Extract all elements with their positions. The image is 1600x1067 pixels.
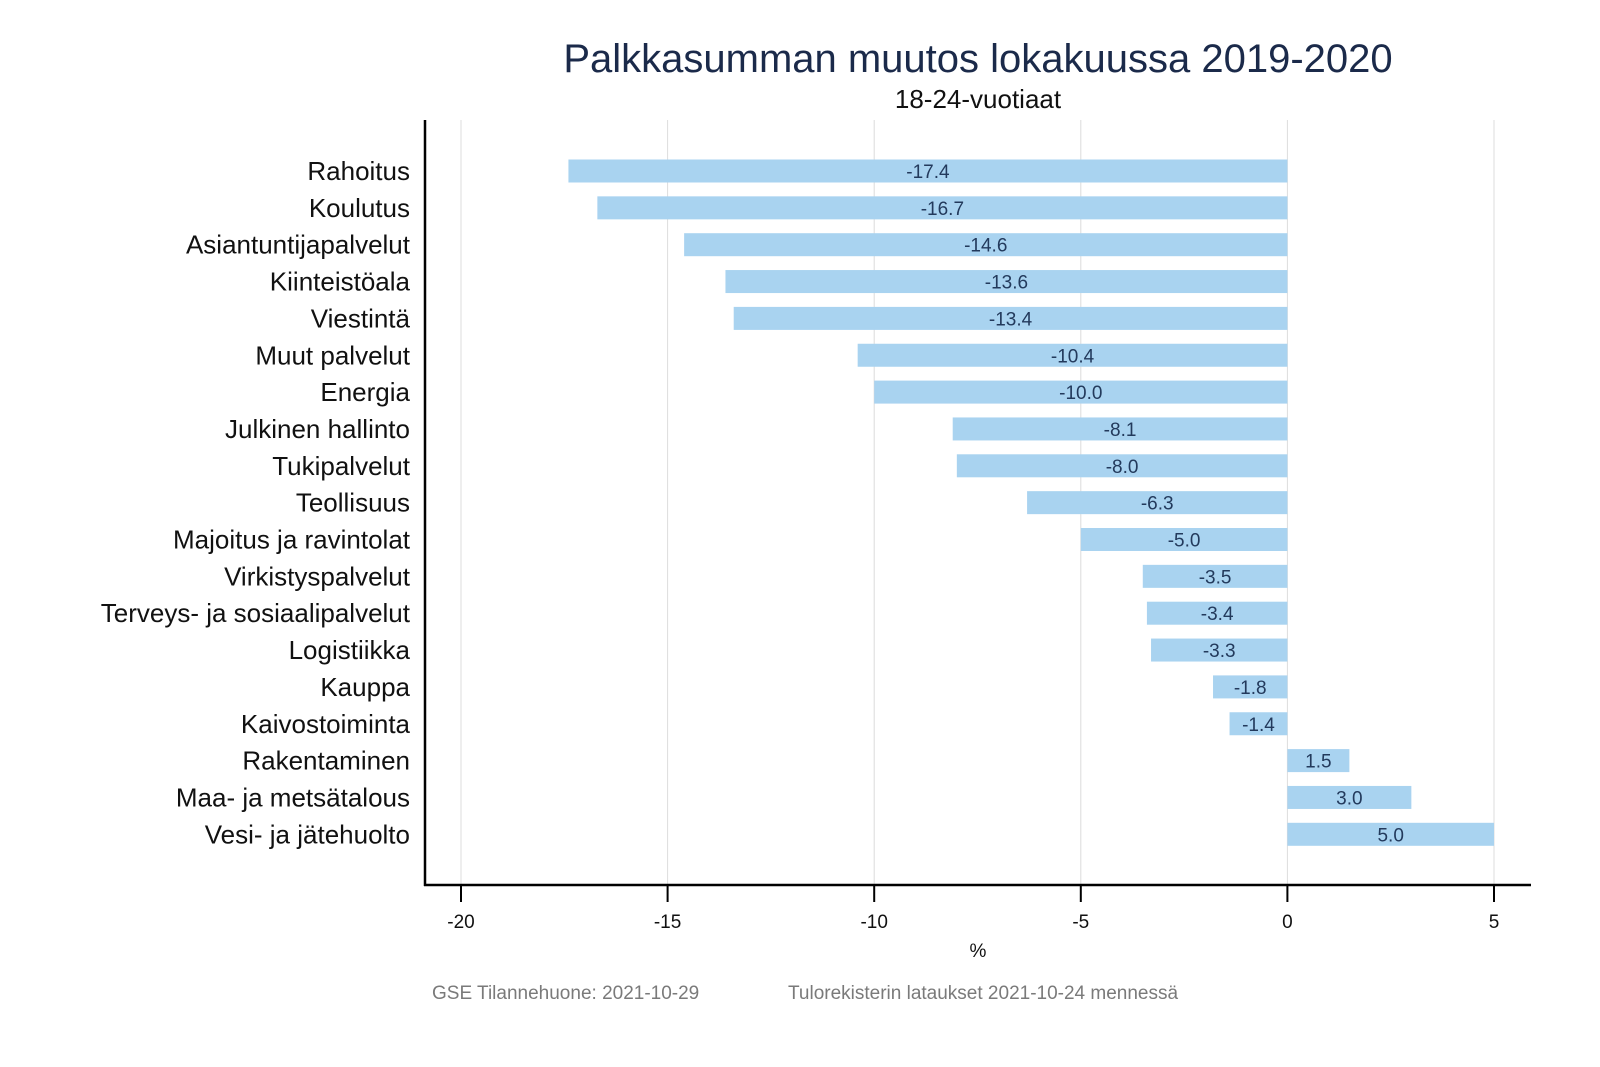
bar (733, 306, 1288, 330)
bar-value-label: -1.8 (1234, 678, 1267, 699)
bar-value-label: -5.0 (1168, 531, 1201, 552)
category-label: Virkistyspalvelut (224, 561, 411, 591)
x-tick-label: -20 (447, 912, 474, 933)
footer-source: GSE Tilannehuone: 2021-10-29 (432, 983, 699, 1004)
bar (1151, 638, 1288, 662)
x-axis-title: % (970, 941, 987, 962)
bar-value-label: -3.5 (1199, 567, 1232, 588)
bar-value-label: -3.3 (1203, 641, 1236, 662)
bar-value-label: -13.6 (985, 273, 1028, 294)
x-tick-label: 5 (1489, 912, 1500, 933)
bar (1213, 675, 1288, 699)
bar-value-label: -6.3 (1141, 494, 1174, 515)
category-label: Asiantuntijapalvelut (186, 230, 411, 260)
bar-value-label: 3.0 (1336, 788, 1362, 809)
category-label: Tukipalvelut (272, 451, 411, 481)
bar-value-label: -14.6 (964, 236, 1007, 257)
bar-value-label: -17.4 (906, 162, 950, 183)
x-tick-label: -15 (654, 912, 681, 933)
x-tick-label: 0 (1282, 912, 1293, 933)
category-label: Energia (320, 377, 410, 407)
bar-value-label: -10.4 (1051, 346, 1095, 367)
bar (1142, 564, 1288, 588)
category-label: Viestintä (311, 303, 411, 333)
bar (1146, 601, 1288, 625)
bar (1287, 822, 1494, 846)
footer-note: Tulorekisterin lataukset 2021-10-24 menn… (788, 983, 1178, 1004)
category-label: Kiinteistöala (270, 267, 411, 297)
category-label: Logistiikka (289, 635, 411, 665)
bar-value-label: 5.0 (1377, 825, 1403, 846)
bar (956, 454, 1288, 478)
category-label: Rakentaminen (242, 746, 410, 776)
bar (597, 196, 1288, 220)
bar (1027, 491, 1288, 515)
bar (684, 233, 1288, 257)
category-label: Maa- ja metsätalous (176, 782, 410, 812)
bars (568, 159, 1494, 846)
bar-value-label: -3.4 (1201, 604, 1234, 625)
category-label: Julkinen hallinto (225, 414, 410, 444)
category-label: Teollisuus (296, 488, 410, 518)
x-axis-ticks: -20 -15 -10 -5 0 5 (447, 885, 1499, 933)
bar (1287, 785, 1412, 809)
category-label: Vesi- ja jätehuolto (205, 819, 410, 849)
category-labels: Rahoitus Koulutus Asiantuntijapalvelut Kiin… (101, 156, 411, 849)
bar (952, 417, 1288, 441)
bar-value-label: 1.5 (1305, 752, 1331, 773)
category-label: Terveys- ja sosiaalipalvelut (101, 598, 411, 628)
x-tick-label: -5 (1072, 912, 1089, 933)
bar (1080, 528, 1288, 551)
x-tick-label: -10 (860, 912, 887, 933)
bar-value-label: -8.0 (1106, 457, 1139, 478)
category-label: Majoitus ja ravintolat (173, 525, 411, 555)
bar-value-label: -13.4 (989, 309, 1033, 330)
category-label: Kaivostoiminta (241, 709, 411, 739)
bar (568, 159, 1288, 183)
bar-value-labels: -17.4 -16.7-14.6 -13.6 -13.4 -10.4 -10.0-8.1 -… (906, 162, 1404, 846)
bar (1229, 712, 1288, 736)
bar (1287, 749, 1350, 773)
bar (857, 343, 1288, 367)
bar (874, 380, 1288, 404)
bar-value-label: -1.4 (1242, 715, 1275, 736)
bar (725, 270, 1288, 294)
bar-value-label: -10.0 (1059, 383, 1102, 404)
category-label: Kauppa (320, 672, 410, 702)
bar-value-label: -16.7 (921, 199, 964, 220)
bar-value-label: -8.1 (1104, 420, 1137, 441)
category-label: Rahoitus (307, 156, 410, 186)
category-label: Muut palvelut (255, 340, 410, 370)
chart-subtitle: 18-24-vuotiaat (895, 84, 1062, 114)
chart-title: Palkkasumman muutos lokakuussa 2019-2020 (563, 37, 1392, 81)
category-label: Koulutus (309, 193, 410, 223)
